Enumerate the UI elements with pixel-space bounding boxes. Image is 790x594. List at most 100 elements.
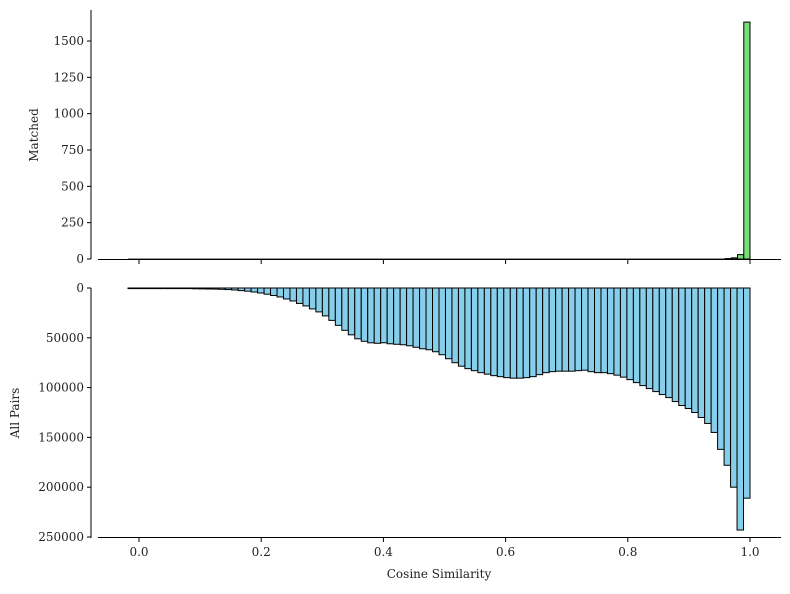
- top-y-tick-label: 0: [76, 252, 84, 266]
- all-pairs-bar: [334, 287, 343, 326]
- all-pairs-bar: [581, 287, 589, 371]
- x-axis-label: Cosine Similarity: [387, 567, 492, 581]
- all-pairs-bar: [360, 287, 369, 342]
- all-pairs-bar: [172, 287, 181, 290]
- all-pairs-bar: [347, 287, 356, 336]
- all-pairs-bar: [302, 287, 310, 307]
- all-pairs-bar: [522, 287, 531, 379]
- bottom-y-tick-label: 250000: [38, 530, 84, 544]
- all-pairs-bar: [315, 287, 323, 313]
- all-pairs-bar: [697, 287, 706, 418]
- top-y-tick-label: 1500: [53, 34, 84, 48]
- all-pairs-bar: [321, 287, 330, 317]
- bottom-x-tick-label: 0.8: [618, 545, 637, 559]
- all-pairs-bar: [587, 287, 596, 373]
- all-pairs-bar: [555, 287, 563, 372]
- all-pairs-bar: [678, 287, 686, 407]
- all-pairs-bar: [283, 287, 291, 300]
- top-y-axis-label: Matched: [27, 108, 41, 162]
- all-pairs-bar: [425, 287, 434, 351]
- all-pairs-bar: [406, 287, 414, 347]
- all-pairs-bar: [263, 287, 272, 295]
- all-pairs-bar: [289, 287, 297, 302]
- all-pairs-bar: [496, 287, 505, 378]
- all-pairs-bar: [270, 287, 278, 296]
- all-pairs-bar: [308, 287, 317, 310]
- all-pairs-bar: [613, 287, 621, 376]
- all-pairs-bar: [367, 287, 375, 344]
- all-pairs-bar: [490, 287, 498, 377]
- top-y-tick-label: 1250: [53, 70, 84, 84]
- bottom-y-tick-label: 50000: [46, 331, 84, 345]
- all-pairs-bar: [684, 287, 693, 410]
- all-pairs-bar: [231, 287, 239, 291]
- all-pairs-bar: [295, 287, 304, 304]
- all-pairs-bar: [736, 287, 745, 531]
- all-pairs-bar: [399, 287, 408, 346]
- all-pairs-bar: [393, 287, 401, 345]
- bottom-panel-all-pairs: 0 50000 100000 150000 200000 250000 0.0 0.2 0.4 0…: [8, 281, 781, 581]
- all-pairs-bar: [153, 287, 161, 290]
- all-pairs-bar: [503, 287, 511, 379]
- all-pairs-bar: [205, 287, 213, 290]
- all-pairs-bar: [483, 287, 492, 375]
- all-pairs-bar: [179, 287, 187, 290]
- all-pairs-bar: [328, 287, 336, 321]
- all-pairs-bar: [516, 287, 524, 379]
- all-pairs-bar: [373, 287, 382, 344]
- all-pairs-bar: [438, 287, 446, 356]
- all-pairs-bar: [561, 287, 570, 372]
- bottom-x-tick-label: 0.0: [129, 545, 148, 559]
- bottom-y-tick-label: 0: [76, 281, 84, 295]
- all-pairs-bar: [548, 287, 557, 373]
- all-pairs-bar: [477, 287, 485, 374]
- all-pairs-bar: [237, 287, 246, 292]
- bottom-x-tick-label: 0.6: [496, 545, 515, 559]
- all-pairs-bar: [606, 287, 615, 375]
- all-pairs-bar: [133, 287, 142, 290]
- all-pairs-bar: [665, 287, 673, 399]
- all-pairs-bar: [710, 287, 719, 433]
- all-pairs-bar: [619, 287, 628, 378]
- all-pairs-bar: [185, 287, 194, 290]
- all-pairs-bar: [723, 287, 732, 466]
- all-pairs-bar: [250, 287, 259, 293]
- matched-bar: [737, 254, 745, 260]
- all-pairs-bar: [626, 287, 634, 381]
- bottom-y-tick-label: 150000: [38, 430, 84, 444]
- all-pairs-bar: [159, 287, 168, 290]
- all-pairs-bar: [192, 287, 200, 290]
- bottom-x-tick-label: 0.2: [252, 545, 271, 559]
- top-y-tick-label: 750: [61, 143, 84, 157]
- all-pairs-bar: [691, 287, 699, 413]
- all-pairs-bar: [464, 287, 472, 370]
- top-y-tick-label: 1000: [53, 107, 84, 121]
- all-pairs-bar: [645, 287, 654, 390]
- all-pairs-bar: [652, 287, 660, 393]
- all-pairs-bar: [632, 287, 641, 384]
- bottom-y-axis-label: All Pairs: [8, 388, 22, 440]
- all-pairs-bar: [386, 287, 395, 345]
- matched-bar: [730, 257, 739, 260]
- all-pairs-bar: [704, 287, 712, 424]
- all-pairs-bar: [341, 287, 349, 331]
- all-pairs-bar: [444, 287, 453, 360]
- all-pairs-bar: [432, 287, 440, 353]
- all-pairs-bar: [244, 287, 252, 292]
- all-pairs-bar: [470, 287, 479, 372]
- all-pairs-bar: [127, 287, 135, 290]
- all-pairs-bar: [380, 287, 388, 344]
- all-pairs-bar: [730, 287, 738, 488]
- all-pairs-bar: [146, 287, 155, 290]
- bottom-x-tick-label: 0.4: [374, 545, 393, 559]
- all-pairs-bar: [568, 287, 576, 372]
- all-pairs-bar: [717, 287, 725, 450]
- all-pairs-bar: [140, 287, 148, 290]
- all-pairs-bar: [743, 287, 751, 499]
- top-y-tick-label: 500: [61, 179, 84, 193]
- top-y-tick-label: 250: [61, 216, 84, 230]
- all-pairs-bar: [166, 287, 174, 290]
- all-pairs-bar: [574, 287, 583, 372]
